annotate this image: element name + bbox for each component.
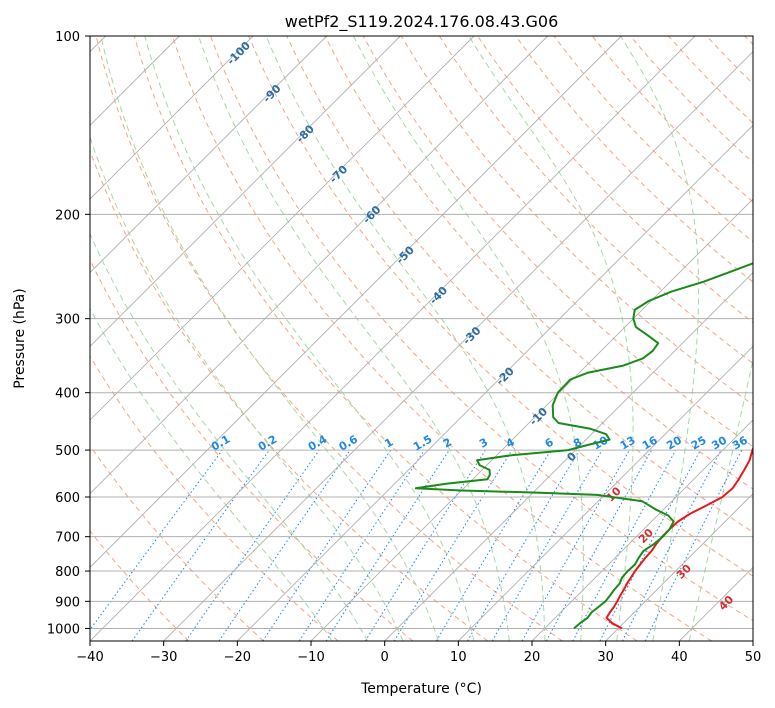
plot-frame bbox=[89, 35, 754, 642]
y-tick-label: 700 bbox=[55, 531, 80, 546]
background-lines bbox=[90, 36, 753, 641]
dry-adiabat-line bbox=[95, 36, 563, 641]
isotherm-line bbox=[90, 36, 622, 568]
dry-adiabat-line bbox=[171, 36, 712, 641]
dry-adiabat-line bbox=[248, 36, 753, 577]
x-tick-label: −30 bbox=[150, 650, 177, 665]
mixing-ratio-line bbox=[298, 449, 425, 641]
isotherm-line bbox=[531, 419, 753, 641]
dry-adiabat-line bbox=[90, 530, 190, 641]
dry-adiabat-line bbox=[400, 36, 753, 406]
series-line bbox=[414, 262, 753, 630]
moist-adiabat-line bbox=[198, 36, 510, 641]
series-line bbox=[605, 446, 753, 630]
series-group bbox=[414, 262, 753, 630]
moist-adiabat-line bbox=[620, 36, 700, 641]
y-tick-label: 900 bbox=[55, 595, 80, 610]
moist-adiabat-line bbox=[353, 36, 584, 641]
moist-adiabat-line bbox=[100, 36, 439, 641]
isotherm-line bbox=[384, 272, 753, 641]
isotherm-line bbox=[90, 36, 327, 274]
dry-adiabat-line bbox=[90, 355, 339, 641]
dry-adiabat-line bbox=[90, 149, 488, 641]
y-tick-label: 500 bbox=[55, 444, 80, 459]
x-tick-label: 40 bbox=[671, 650, 688, 665]
isotherm-line bbox=[605, 493, 753, 641]
y-axis-label: Pressure (hPa) bbox=[12, 288, 28, 388]
mixing-ratio-line bbox=[131, 449, 270, 641]
isotherm-line bbox=[90, 36, 475, 421]
x-axis-label: Temperature (°C) bbox=[360, 681, 482, 697]
mixing-ratio-line bbox=[572, 449, 677, 641]
moist-adiabat-line bbox=[144, 36, 475, 641]
dry-adiabat-line bbox=[438, 36, 753, 365]
isotherm-line bbox=[237, 124, 753, 641]
x-axis: −40 −30 −20 −10 0 10 20 30 40 50 bbox=[76, 641, 761, 665]
isotherm-line bbox=[90, 36, 401, 347]
x-tick-label: 0 bbox=[381, 650, 389, 665]
mixing-ratio-line bbox=[90, 449, 223, 631]
y-tick-label: 300 bbox=[55, 313, 80, 328]
grid-lines bbox=[90, 36, 753, 641]
isotherm-line bbox=[310, 198, 753, 641]
dry-adiabat-line bbox=[515, 36, 753, 283]
x-tick-label: 20 bbox=[524, 650, 541, 665]
x-tick-label: 50 bbox=[745, 650, 762, 665]
x-tick-label: 30 bbox=[597, 650, 614, 665]
chart-title: wetPf2_S119.2024.176.08.43.G06 bbox=[285, 12, 559, 32]
mixing-ratio-line bbox=[644, 449, 743, 641]
x-tick-label: −20 bbox=[224, 650, 251, 665]
mixing-ratio-line bbox=[393, 449, 513, 641]
dry-adiabat-line bbox=[210, 36, 753, 622]
moist-adiabat-line bbox=[90, 307, 333, 641]
mixing-ratio-line bbox=[521, 449, 630, 641]
isotherm-line bbox=[458, 345, 753, 641]
y-tick-label: 600 bbox=[55, 491, 80, 506]
y-tick-label: 400 bbox=[55, 387, 80, 402]
mixing-ratio-line bbox=[545, 449, 653, 641]
moist-adiabat-line bbox=[90, 135, 404, 641]
mixing-ratio-line bbox=[185, 449, 320, 641]
mixing-ratio-line bbox=[218, 449, 351, 641]
x-tick-label: 10 bbox=[450, 650, 467, 665]
dry-adiabat-line bbox=[90, 444, 264, 641]
y-tick-label: 1000 bbox=[47, 622, 80, 637]
isotherm-line bbox=[90, 36, 548, 495]
mixing-ratio-line bbox=[325, 449, 450, 641]
isotherm-line bbox=[90, 36, 254, 200]
isotherm-line bbox=[90, 36, 696, 641]
isotherm-line bbox=[163, 51, 753, 641]
y-tick-label: 800 bbox=[55, 565, 80, 580]
moist-adiabat-line bbox=[688, 357, 753, 641]
y-tick-label: 200 bbox=[55, 208, 80, 223]
moist-adiabat-line bbox=[90, 232, 369, 641]
x-tick-label: −10 bbox=[297, 650, 324, 665]
mixing-ratio-line bbox=[262, 449, 392, 641]
x-tick-label: −40 bbox=[76, 650, 103, 665]
y-axis: 100 200 300 400 500 600 700 800 900 1000 bbox=[47, 30, 90, 637]
moist-adiabat-line bbox=[265, 36, 546, 641]
y-tick-label: 100 bbox=[55, 30, 80, 45]
